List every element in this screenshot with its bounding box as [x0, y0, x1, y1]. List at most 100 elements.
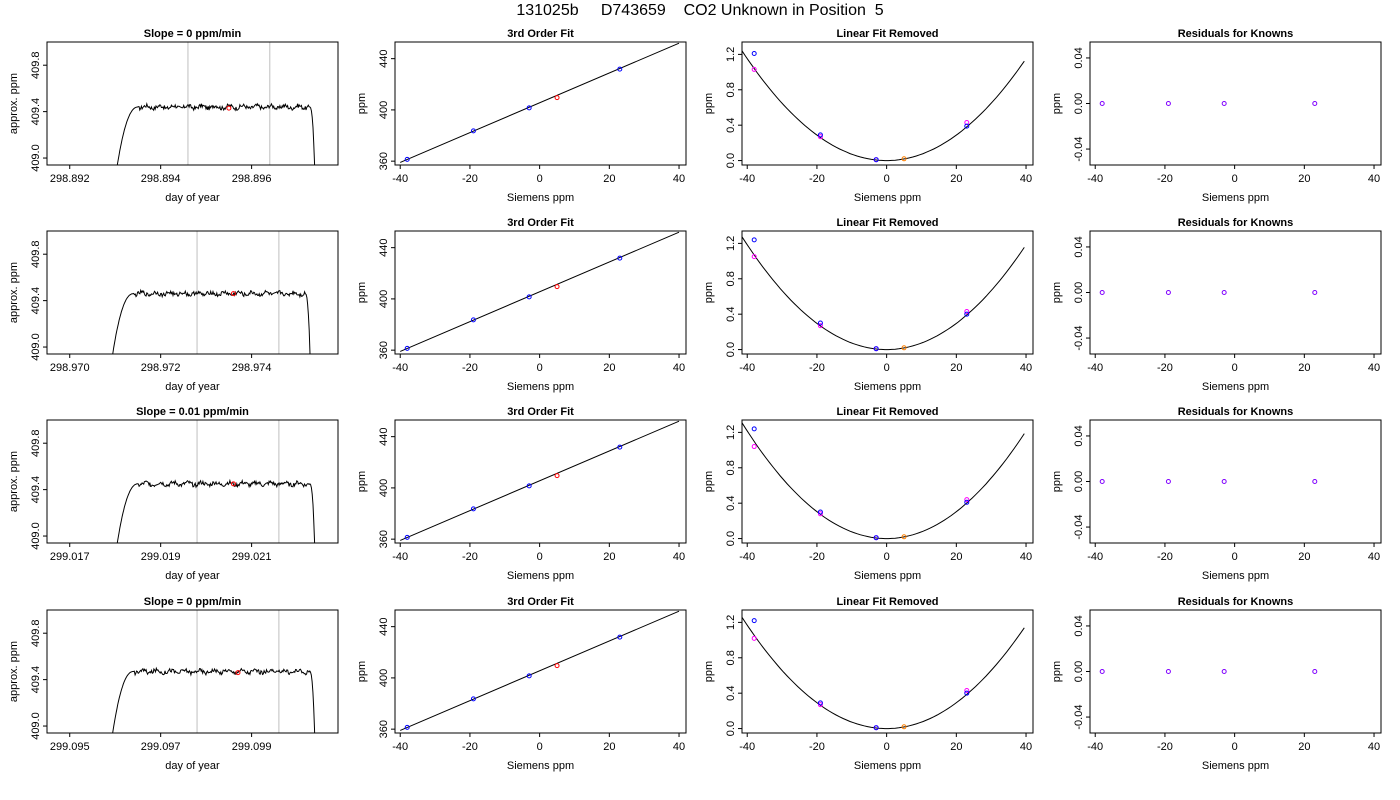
panel-fit-row-1: 3rd Order Fit -40 -20 0 20 40 360 400 440 Siemens… [356, 28, 687, 204]
residual-point [1221, 669, 1227, 674]
x-axis-label: Siemens ppm [1202, 381, 1269, 393]
x-axis-label: Siemens ppm [507, 381, 574, 393]
plot-frame [394, 230, 687, 355]
y-tick-label: 400 [378, 479, 390, 497]
x-tick-label: 299.099 [232, 741, 272, 753]
x-tick-label: -20 [462, 741, 478, 753]
x-tick-label: 298.970 [50, 362, 90, 374]
plot-area [400, 231, 680, 352]
y-axis-label: ppm [356, 282, 368, 303]
residual-point [1221, 101, 1227, 106]
residual-point [1312, 290, 1318, 295]
residual-point [1099, 290, 1105, 295]
unknown-point [901, 345, 907, 351]
known-point [526, 105, 532, 111]
plot-area [1099, 290, 1318, 295]
plot-area [742, 617, 1025, 731]
unknown-point [554, 663, 560, 669]
y-tick-label: 1.2 [725, 236, 737, 251]
x-tick-label: 40 [1368, 173, 1380, 185]
x-tick-label: -20 [462, 362, 478, 374]
analyzer-trace [112, 288, 311, 354]
known-point [873, 157, 879, 163]
y-tick-label: 0.4 [725, 496, 737, 511]
y-axis-label: ppm [356, 471, 368, 492]
y-axis-label: ppm [703, 471, 715, 492]
known-point [751, 426, 757, 432]
x-tick-label: 20 [603, 362, 615, 374]
x-tick-label: 298.974 [232, 362, 272, 374]
y-axis-label: ppm [703, 661, 715, 682]
x-tick-label: 40 [1020, 741, 1032, 753]
x-axis-label: day of year [165, 192, 220, 204]
y-tick-label: 0.8 [725, 650, 737, 665]
y-axis-label: ppm [1051, 661, 1063, 682]
x-tick-label: 20 [1298, 741, 1310, 753]
y-tick-label: 409.0 [30, 333, 42, 361]
known-point [817, 509, 823, 515]
x-axis-label: Siemens ppm [507, 760, 574, 772]
x-tick-label: 0 [1232, 551, 1238, 563]
known-point-alt [964, 497, 970, 503]
known-point-alt [751, 635, 757, 641]
panel-linear_removed-row-4: Linear Fit Removed -40 -20 0 20 40 0.0 0.4 0.8 1.… [703, 596, 1034, 772]
panel-title: Linear Fit Removed [836, 217, 938, 229]
known-point [526, 294, 532, 300]
plot-area [116, 42, 316, 165]
panel-residuals-row-3: Residuals for Knowns -40 -20 0 20 40 -0.04 0.00… [1051, 406, 1382, 582]
known-point-alt [817, 511, 823, 517]
x-tick-label: -40 [392, 741, 408, 753]
y-tick-label: 0.00 [1073, 93, 1085, 114]
quadratic-curve [742, 50, 1025, 162]
panel-trace-row-1: Slope = 0 ppm/min 298.892 298.894 298.896 40… [8, 28, 339, 204]
y-tick-label: -0.04 [1073, 326, 1085, 351]
plot-frame [1089, 41, 1382, 166]
x-tick-label: -40 [1087, 173, 1103, 185]
x-tick-label: -20 [462, 551, 478, 563]
plot-frame [394, 41, 687, 166]
x-tick-label: 20 [603, 551, 615, 563]
known-point [617, 444, 623, 450]
x-tick-label: -40 [392, 551, 408, 563]
panel-title: 3rd Order Fit [507, 28, 574, 40]
x-tick-label: 299.017 [50, 551, 90, 563]
known-point [470, 506, 476, 512]
y-axis-label: approx. ppm [8, 262, 20, 323]
known-point [404, 534, 410, 540]
known-point-alt [751, 66, 757, 72]
x-tick-label: 40 [673, 741, 685, 753]
known-point [404, 156, 410, 162]
x-tick-label: -40 [392, 173, 408, 185]
unknown-point [554, 284, 560, 290]
panel-title: Residuals for Knowns [1178, 28, 1294, 40]
y-tick-label: 409.4 [30, 98, 42, 126]
panel-fit-row-4: 3rd Order Fit -40 -20 0 20 40 360 400 440 Siemens… [356, 596, 687, 772]
x-tick-label: 20 [603, 741, 615, 753]
y-axis-label: ppm [356, 93, 368, 114]
unknown-mean-marker [230, 291, 236, 297]
residual-point [1312, 669, 1318, 674]
y-tick-label: 400 [378, 669, 390, 687]
unknown-point [554, 95, 560, 101]
panel-residuals-row-1: Residuals for Knowns -40 -20 0 20 40 -0.04 0.00… [1051, 28, 1382, 204]
known-point [751, 237, 757, 243]
y-tick-label: 409.4 [30, 666, 42, 694]
y-tick-label: 0.4 [725, 307, 737, 322]
panel-title: Slope = 0 ppm/min [144, 28, 242, 40]
plot-frame [741, 609, 1034, 734]
panel-title: Slope = 0 ppm/min [144, 596, 242, 608]
y-axis-label: approx. ppm [8, 451, 20, 512]
x-tick-label: 0 [537, 741, 543, 753]
fit-line [400, 42, 680, 163]
known-point [873, 725, 879, 731]
y-tick-label: 360 [378, 152, 390, 170]
x-tick-label: 299.097 [141, 741, 181, 753]
y-tick-label: 409.0 [30, 144, 42, 172]
panel-residuals-row-4: Residuals for Knowns -40 -20 0 20 40 -0.04 0.00… [1051, 596, 1382, 772]
x-tick-label: 40 [1368, 741, 1380, 753]
residual-point [1165, 290, 1171, 295]
panel-title: 3rd Order Fit [507, 406, 574, 418]
known-point-alt [817, 323, 823, 329]
known-point [817, 320, 823, 326]
plot-frame [394, 609, 687, 734]
